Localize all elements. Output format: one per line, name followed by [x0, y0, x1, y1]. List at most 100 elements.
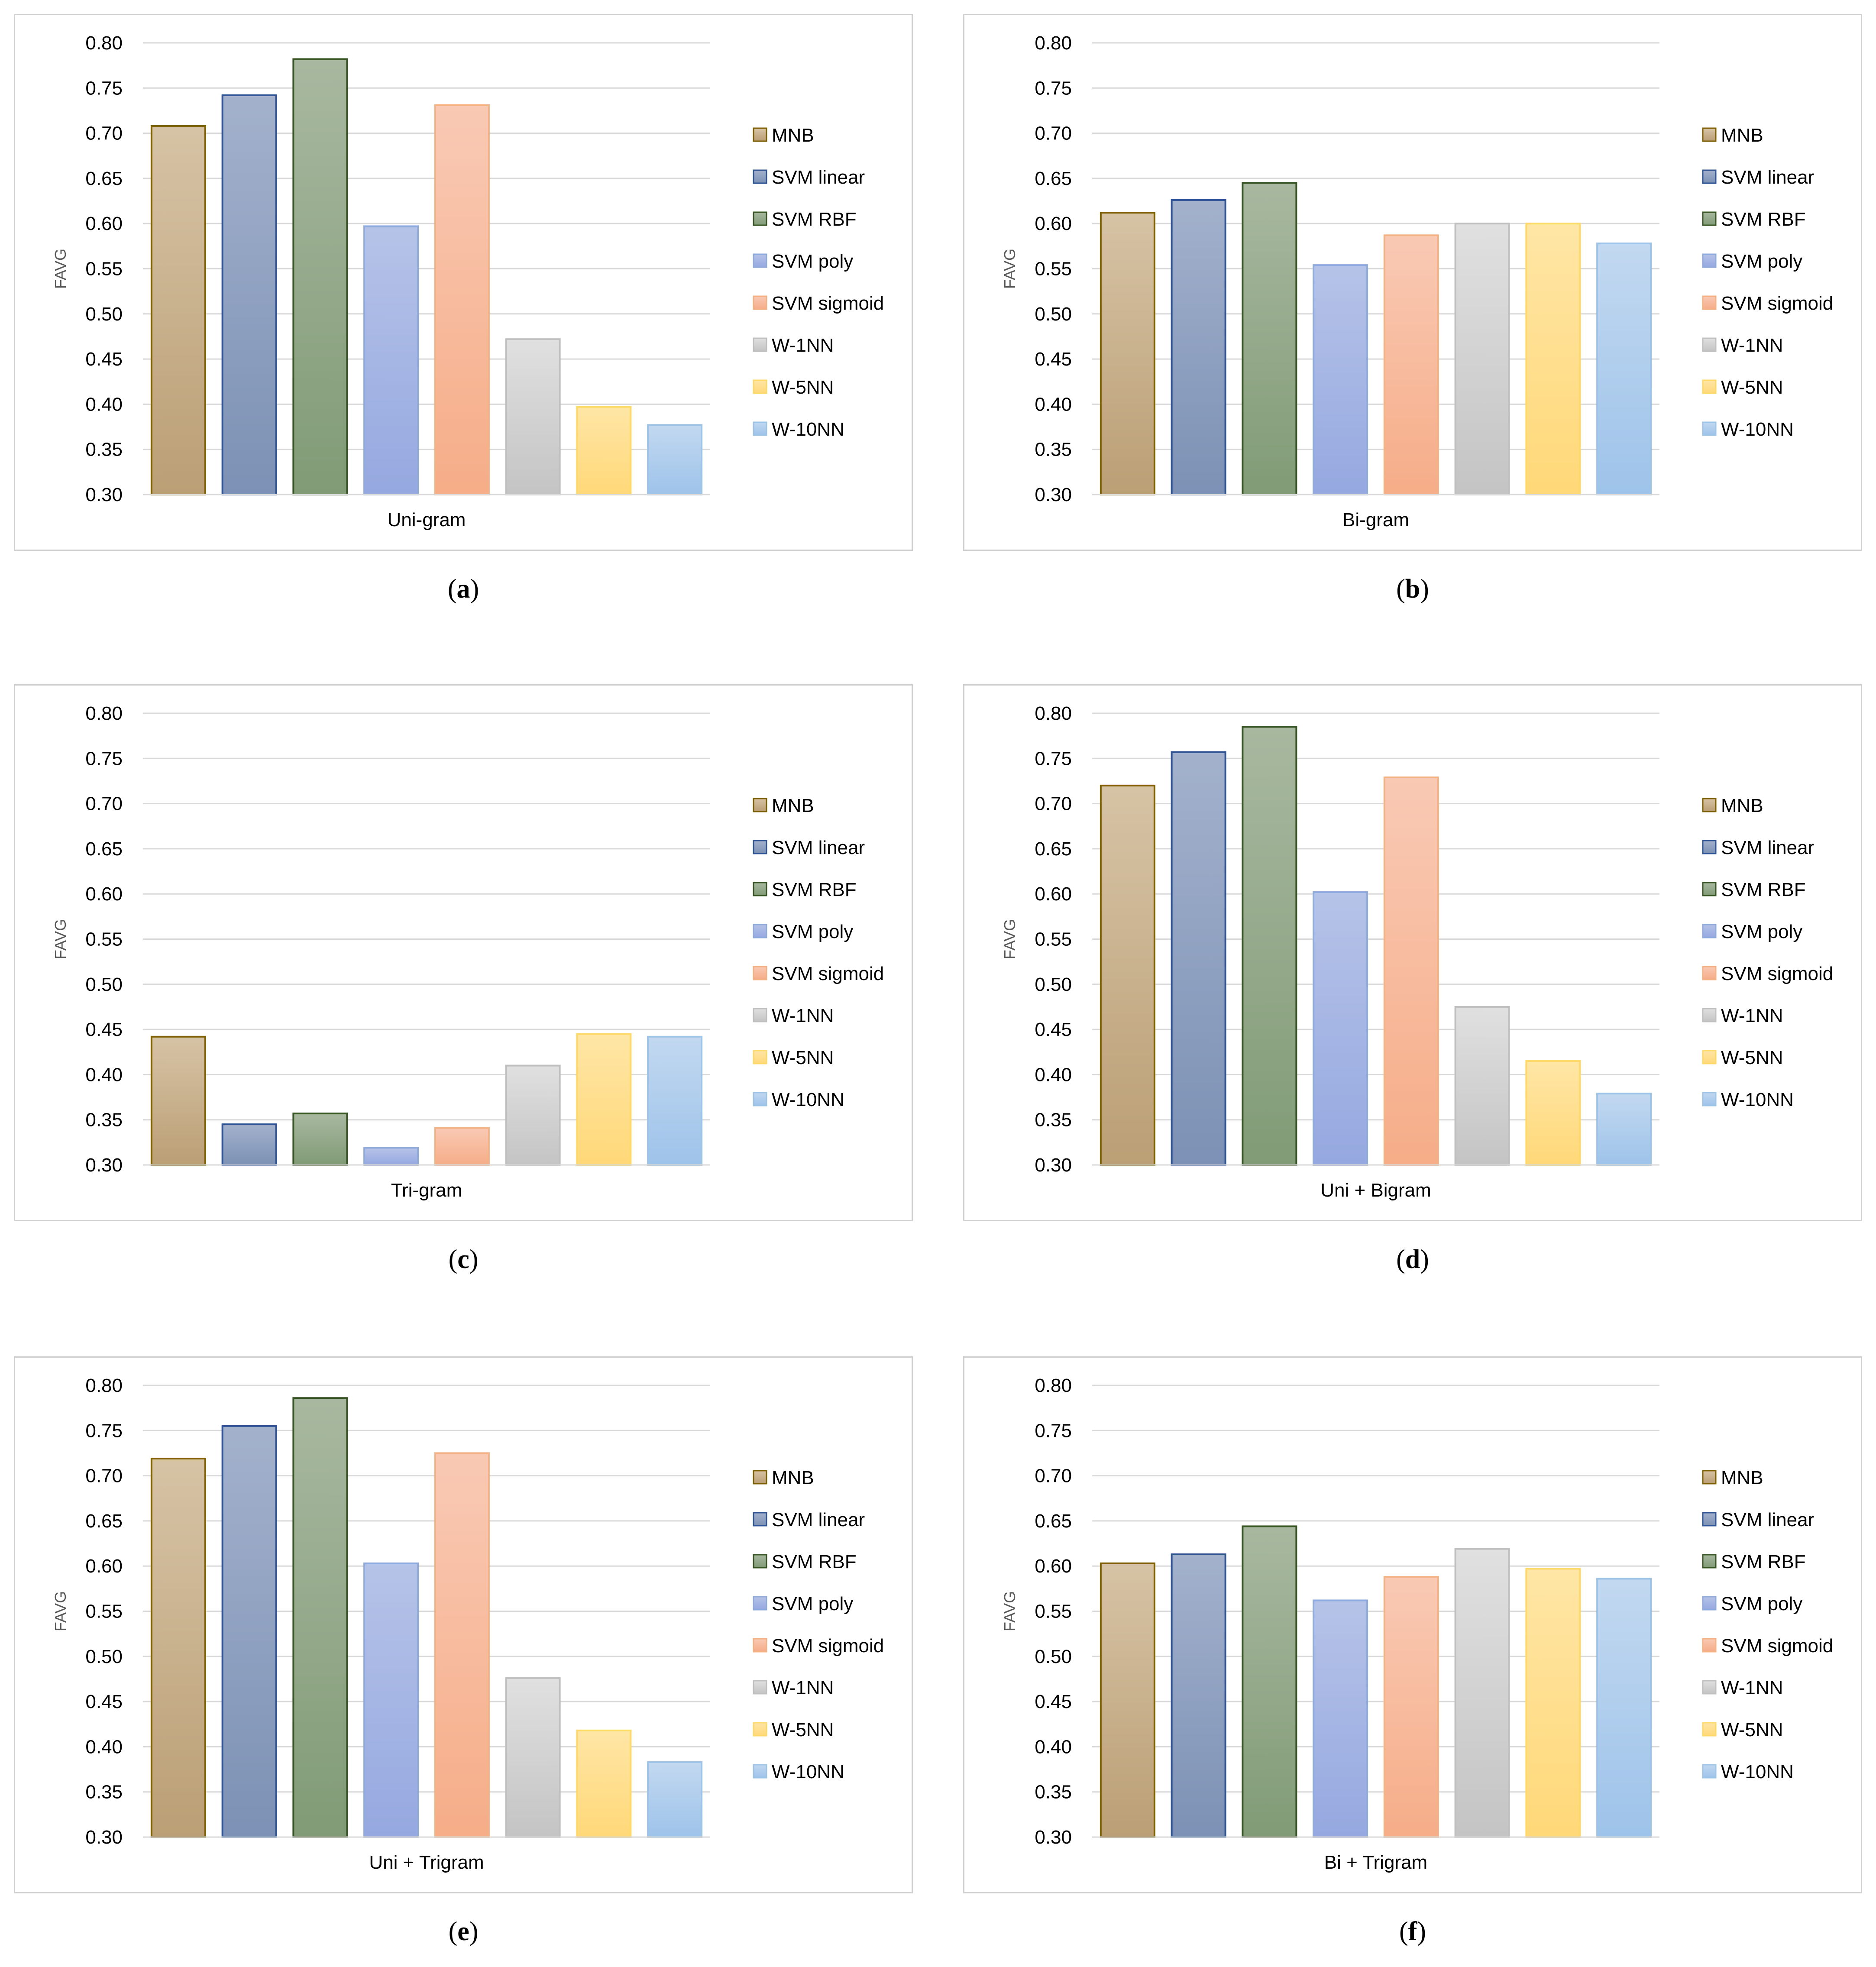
y-tick-label: 0.55 [85, 1601, 123, 1622]
legend-swatch [753, 211, 767, 226]
x-axis-label: Bi + Trigram [1324, 1852, 1427, 1873]
bar-svm-rbf [292, 58, 348, 496]
legend-label: SVM sigmoid [772, 293, 884, 314]
y-tick-label: 0.50 [85, 974, 123, 995]
caption-e: (e) [448, 1917, 479, 1946]
y-tick-label: 0.80 [85, 703, 123, 724]
y-tick-label: 0.60 [1035, 1556, 1072, 1577]
legend-swatch [1702, 1008, 1717, 1022]
chart-svg-b: 0.30 0.35 0.40 0.45 0.50 0.55 0.60 0.65 0.70 0.75… [1001, 32, 1833, 531]
bar-w-5nn [1525, 223, 1581, 495]
bar-svm-linear [1171, 199, 1226, 495]
y-tick-label: 0.60 [1035, 213, 1072, 234]
bar-svm-sigmoid [1383, 234, 1439, 495]
bar-mnb [1100, 212, 1155, 495]
legend-swatch [1702, 337, 1717, 352]
legend-swatch [753, 1638, 767, 1653]
bar-w-1nn [1454, 1006, 1510, 1166]
legend-swatch [753, 295, 767, 310]
legend-label: MNB [772, 1467, 814, 1488]
y-tick-label: 0.65 [85, 838, 123, 860]
y-tick-label: 0.60 [85, 883, 123, 905]
chart-panel-f: 0.30 0.35 0.40 0.45 0.50 0.55 0.60 0.65 0.70 0.75… [963, 1356, 1862, 1893]
y-tick-label: 0.65 [85, 1511, 123, 1532]
x-axis-label: Uni + Trigram [369, 1852, 484, 1873]
bar-svm-sigmoid [434, 1452, 490, 1838]
legend-label: W-10NN [1721, 1761, 1794, 1783]
chart-panel-b: 0.30 0.35 0.40 0.45 0.50 0.55 0.60 0.65 0.70 0.75… [963, 14, 1862, 551]
legend-swatch [753, 1470, 767, 1485]
bar-w-5nn [1525, 1060, 1581, 1166]
legend-swatch [1702, 253, 1717, 268]
legend-swatch [753, 1764, 767, 1779]
y-tick-label: 0.75 [85, 748, 123, 769]
legend-label: SVM RBF [1721, 1551, 1806, 1572]
y-tick-label: 0.55 [85, 929, 123, 950]
legend-label: SVM poly [772, 1593, 853, 1614]
legend-swatch [1702, 1764, 1717, 1779]
legend-label: SVM linear [1721, 837, 1814, 858]
chart-svg-d: 0.30 0.35 0.40 0.45 0.50 0.55 0.60 0.65 0.70 0.75… [1001, 703, 1833, 1201]
legend-label: SVM sigmoid [1721, 293, 1833, 314]
bar-svm-sigmoid [434, 104, 490, 495]
y-tick-label: 0.65 [1035, 1511, 1072, 1532]
y-tick-label: 0.60 [85, 213, 123, 234]
bar-w-1nn [505, 1677, 561, 1838]
chart-svg-a: 0.30 0.35 0.40 0.45 0.50 0.55 0.60 0.65 0.70 0.75… [52, 32, 884, 531]
y-tick-label: 0.70 [1035, 793, 1072, 815]
legend-swatch [1702, 840, 1717, 854]
legend-swatch [753, 966, 767, 980]
bar-mnb [150, 1035, 206, 1166]
caption-c: (c) [448, 1245, 479, 1274]
legend-label: W-10NN [1721, 1089, 1794, 1110]
legend-swatch [1702, 966, 1717, 980]
y-tick-label: 0.75 [85, 1420, 123, 1441]
y-tick-label: 0.60 [1035, 883, 1072, 905]
bar-mnb [150, 125, 206, 496]
y-tick-label: 0.30 [85, 484, 123, 505]
legend-label: SVM sigmoid [772, 963, 884, 984]
legend-swatch [753, 840, 767, 854]
y-tick-label: 0.55 [1035, 929, 1072, 950]
y-axis-label: FAVG [52, 1591, 69, 1631]
legend-swatch [753, 1596, 767, 1611]
caption-d: (d) [1396, 1245, 1429, 1274]
y-tick-label: 0.70 [85, 123, 123, 144]
legend-label: SVM RBF [772, 879, 857, 900]
legend-label: SVM linear [772, 167, 865, 188]
legend-label: SVM sigmoid [1721, 963, 1833, 984]
legend-label: W-1NN [1721, 335, 1783, 356]
legend-swatch [753, 127, 767, 142]
legend-label: MNB [772, 125, 814, 146]
chart-panel-c: 0.30 0.35 0.40 0.45 0.50 0.55 0.60 0.65 0.70 0.75… [14, 684, 913, 1221]
legend-swatch [753, 1008, 767, 1022]
bar-w-10nn [647, 1035, 703, 1166]
bar-w-5nn [576, 1033, 632, 1166]
bar-svm-linear [221, 94, 277, 496]
legend-swatch [753, 253, 767, 268]
legend-swatch [753, 1092, 767, 1106]
y-tick-label: 0.80 [85, 32, 123, 54]
x-axis-label: Uni + Bigram [1320, 1180, 1431, 1201]
legend-label: SVM linear [1721, 167, 1814, 188]
y-tick-label: 0.75 [85, 78, 123, 99]
bar-w-5nn [1525, 1568, 1581, 1838]
y-tick-label: 0.70 [1035, 123, 1072, 144]
y-axis-label: FAVG [1001, 1591, 1019, 1631]
y-tick-label: 0.75 [1035, 748, 1072, 769]
legend-swatch [753, 924, 767, 938]
bar-w-10nn [1596, 243, 1652, 495]
legend-swatch [1702, 924, 1717, 938]
legend-swatch [1702, 1050, 1717, 1064]
bar-mnb [1100, 1562, 1155, 1838]
legend-label: SVM linear [772, 837, 865, 858]
bar-w-10nn [647, 424, 703, 495]
legend-label: W-1NN [772, 335, 834, 356]
x-axis-label: Uni-gram [388, 509, 466, 531]
legend-label: W-5NN [772, 377, 834, 398]
legend-swatch [1702, 169, 1717, 184]
y-tick-label: 0.45 [85, 1691, 123, 1712]
legend-label: MNB [1721, 795, 1763, 816]
y-tick-label: 0.30 [1035, 1827, 1072, 1848]
